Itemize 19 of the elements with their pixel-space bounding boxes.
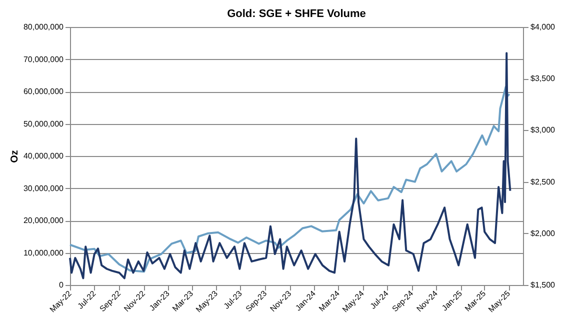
y2-tick-label: $1,500: [530, 280, 556, 290]
line-series: [69, 52, 512, 280]
y-tick-label: 0: [59, 280, 64, 290]
y-tick-label: 80,000,000: [23, 22, 64, 32]
y2-tick-label: $2,500: [530, 177, 556, 186]
y-axis-title: Oz: [9, 150, 20, 163]
y-tick-label: 30,000,000: [23, 184, 64, 193]
y-tick-label: 40,000,000: [23, 152, 64, 160]
y-tick-label: 70,000,000: [23, 54, 64, 64]
line-series: [69, 86, 510, 273]
y-tick-label: 60,000,000: [23, 87, 64, 96]
y2-tick-label: $2,000: [530, 228, 556, 238]
y2-tick-label: $3,000: [530, 126, 556, 135]
y-tick-label: 10,000,000: [23, 248, 64, 258]
y-tick-label: 50,000,000: [23, 119, 64, 128]
chart-title: Gold: SGE + SHFE Volume: [227, 8, 366, 20]
y-tick-label: 20,000,000: [23, 216, 64, 225]
y2-tick-label: $3,500: [530, 74, 556, 84]
y2-tick-label: $4,000: [530, 22, 556, 32]
